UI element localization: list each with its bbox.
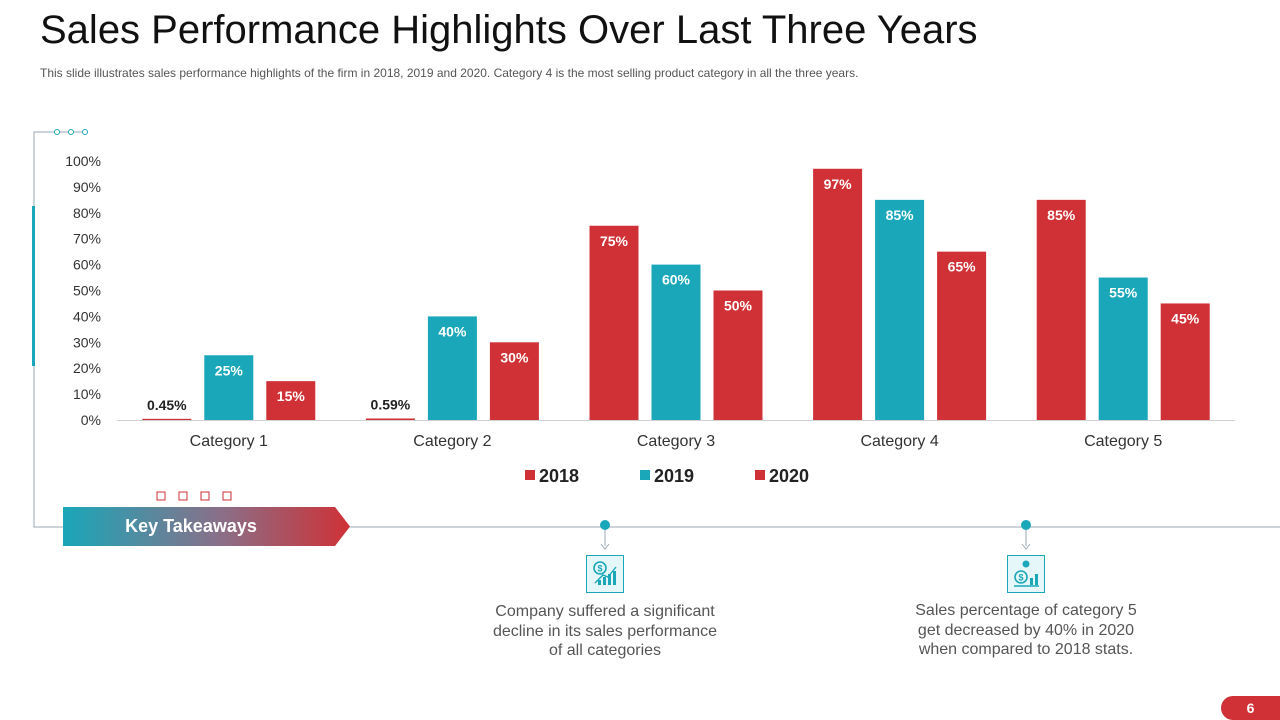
takeaway-icon-box-2: $ [1007,555,1045,593]
page-number: 6 [1221,696,1280,720]
y-tick-label: 0% [81,412,101,428]
y-tick-label: 10% [73,386,101,402]
legend-label-2020: 2020 [769,466,809,486]
y-tick-label: 20% [73,360,101,376]
data-label: 60% [662,272,691,288]
data-label: 45% [1171,310,1200,326]
data-label: 55% [1109,285,1138,301]
bar-2019-category-4 [875,199,925,420]
money-person-chart-icon: $ [1014,560,1039,587]
takeaway-icon-box-1: $ [586,555,624,593]
bar-2020-category-2 [489,342,539,420]
chart-legend: 2018 2019 2020 [525,466,809,486]
legend-label-2019: 2019 [654,466,694,486]
y-axis: 0% 10% 20% 30% 40% 50% 60% 70% 80% 90% 100% [65,153,101,428]
bar-2019-category-5 [1098,277,1148,420]
bar-2018-category-1 [142,418,192,420]
key-takeaways-banner [63,507,350,546]
bar-2019-category-1 [204,355,254,420]
bar-2018-category-3 [589,225,639,420]
x-tick-label: Category 5 [1084,433,1162,450]
x-tick-label: Category 1 [190,433,268,450]
bar-2020-category-3 [713,290,763,420]
legend-label-2018: 2018 [539,466,579,486]
key-takeaways-label: Key Takeaways [125,516,257,536]
y-tick-label: 50% [73,283,101,299]
decorative-frame [32,129,1280,550]
data-label: 40% [438,323,467,339]
bar-2018-category-4 [813,168,863,420]
data-label: 65% [948,259,977,275]
y-tick-label: 90% [73,179,101,195]
data-label: 97% [824,176,853,192]
page-title: Sales Performance Highlights Over Last T… [40,8,978,52]
data-label: 85% [1047,207,1076,223]
data-label: 15% [277,388,306,404]
y-tick-label: 30% [73,334,101,350]
x-tick-label: Category 4 [860,433,938,450]
data-label: 75% [600,233,629,249]
x-tick-label: Category 2 [413,433,491,450]
legend-swatch-2020 [755,470,765,480]
data-label: 50% [724,298,753,314]
bar-2020-category-1 [266,381,316,420]
bar-2020-category-5 [1160,303,1210,420]
data-label: 30% [500,349,529,365]
legend-swatch-2018 [525,470,535,480]
x-tick-label: Category 3 [637,433,715,450]
data-label: 0.59% [371,396,411,412]
page-subtitle: This slide illustrates sales performance… [40,66,859,80]
bar-2020-category-4 [937,251,987,420]
legend-swatch-2019 [640,470,650,480]
takeaway-text-2: Sales percentage of category 5 get decre… [915,602,1137,658]
y-tick-label: 80% [73,205,101,221]
takeaway-text-1: Company suffered a significant decline i… [492,603,718,659]
bar-2019-category-2 [427,316,477,420]
svg-text:$: $ [597,564,602,574]
y-tick-label: 40% [73,308,101,324]
dollar-growth-chart-icon: $ [593,561,617,585]
data-label: 25% [215,362,244,378]
bar-2018-category-2 [365,418,415,420]
bar-2018-category-5 [1036,199,1086,420]
data-label: 85% [886,207,915,223]
y-tick-label: 60% [73,257,101,273]
bars-group: 0.45% 25% 15% 0.59% 40% 30% 75% 60% 50% 97% 85% 65%… [142,168,1210,420]
y-tick-label: 100% [65,153,101,169]
x-axis: Category 1 Category 2 Category 3 Category 4… [117,420,1235,450]
bar-2019-category-3 [651,264,701,420]
svg-text:$: $ [1018,573,1023,583]
data-label: 0.45% [147,397,187,413]
y-tick-label: 70% [73,231,101,247]
